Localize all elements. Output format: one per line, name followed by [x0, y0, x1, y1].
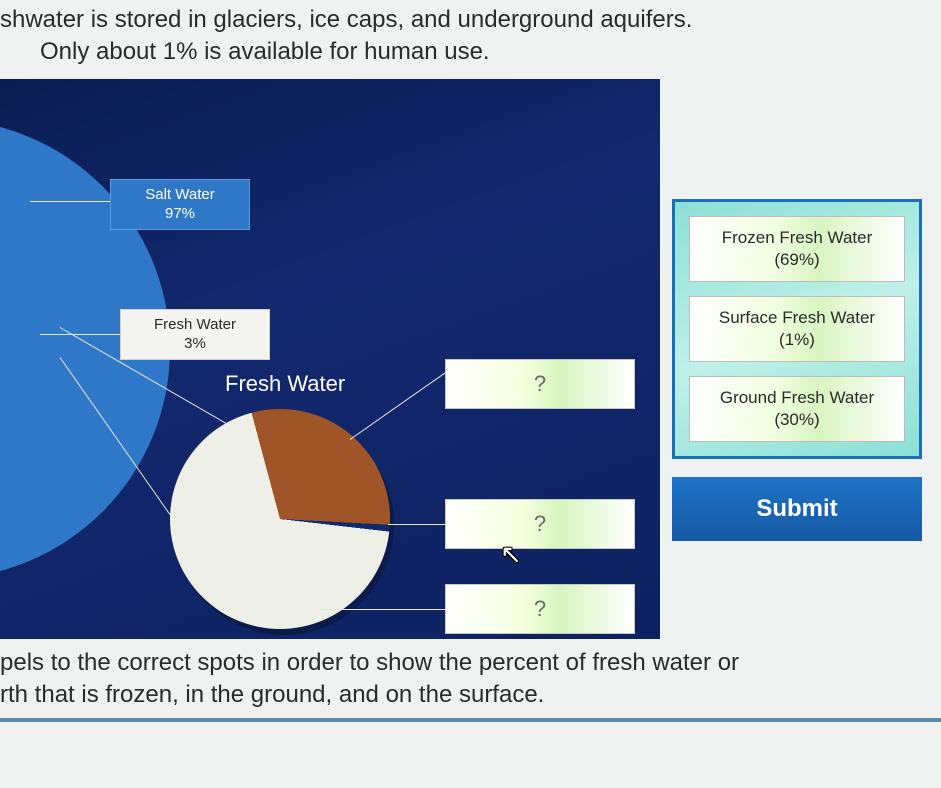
leader-line: [350, 370, 449, 440]
chip-pct: (30%): [696, 409, 898, 431]
fresh-water-title: Fresh Water: [131, 316, 259, 335]
chip-pct: (1%): [696, 329, 898, 351]
dropzone-surface[interactable]: ?: [445, 584, 635, 634]
chip-label: Ground Fresh Water: [720, 388, 874, 407]
fresh-water-pct: 3%: [131, 335, 259, 354]
intro-text: shwater is stored in glaciers, ice caps,…: [0, 0, 941, 79]
answer-chip-frozen[interactable]: Frozen Fresh Water (69%): [689, 216, 905, 282]
chip-label: Surface Fresh Water: [719, 308, 875, 327]
right-column: Frozen Fresh Water (69%) Surface Fresh W…: [672, 79, 922, 639]
answer-bank: Frozen Fresh Water (69%) Surface Fresh W…: [672, 199, 922, 460]
answer-chip-ground[interactable]: Ground Fresh Water (30%): [689, 376, 905, 442]
intro-line-1: shwater is stored in glaciers, ice caps,…: [0, 4, 931, 36]
leader-line: [40, 334, 120, 335]
leader-line: [320, 609, 448, 610]
outro-line-2: rth that is frozen, in the ground, and o…: [0, 679, 935, 711]
outro-line-1: pels to the correct spots in order to sh…: [0, 647, 935, 679]
fresh-water-label: Fresh Water 3%: [120, 309, 270, 361]
answer-chip-surface[interactable]: Surface Fresh Water (1%): [689, 296, 905, 362]
chip-pct: (69%): [696, 249, 898, 271]
dropzone-ground[interactable]: ?: [445, 499, 635, 549]
divider: [0, 718, 941, 722]
chart-panel: Salt Water 97% Fresh Water 3% Fresh Wate…: [0, 79, 660, 639]
salt-water-title: Salt Water: [121, 186, 239, 205]
fresh-water-breakdown-pie: [170, 409, 390, 629]
outro-text: pels to the correct spots in order to sh…: [0, 639, 941, 712]
small-pie-title: Fresh Water: [225, 371, 345, 397]
submit-button[interactable]: Submit: [672, 477, 922, 541]
intro-line-2: Only about 1% is available for human use…: [0, 36, 931, 68]
main-row: Salt Water 97% Fresh Water 3% Fresh Wate…: [0, 79, 941, 639]
salt-water-pct: 97%: [121, 205, 239, 224]
leader-line: [388, 524, 448, 525]
salt-water-label: Salt Water 97%: [110, 179, 250, 231]
leader-line: [30, 201, 110, 202]
dropzone-frozen[interactable]: ?: [445, 359, 635, 409]
chip-label: Frozen Fresh Water: [722, 228, 873, 247]
